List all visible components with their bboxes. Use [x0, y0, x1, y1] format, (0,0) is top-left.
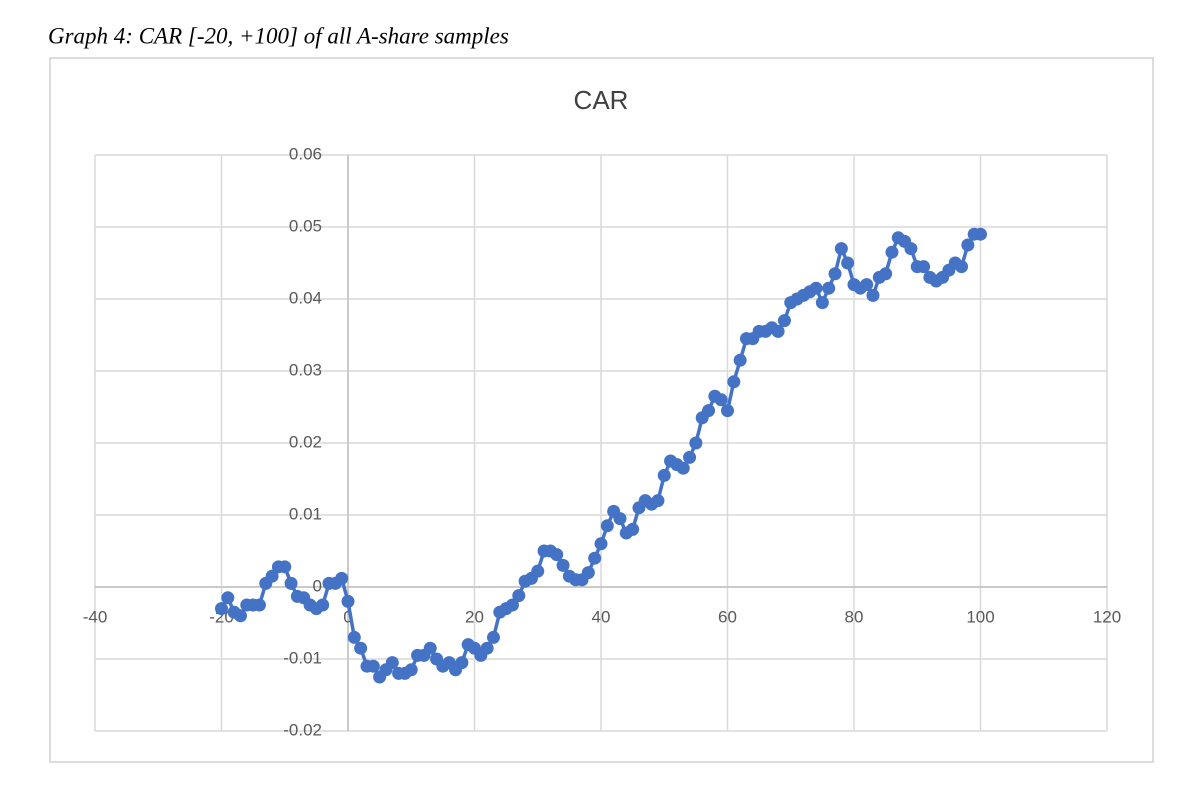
point: [866, 288, 880, 302]
point: [974, 227, 987, 241]
point: [955, 260, 969, 274]
point: [581, 566, 595, 580]
point: [486, 630, 500, 644]
point: [613, 512, 627, 526]
point: [689, 436, 703, 450]
point: [885, 245, 899, 259]
point: [233, 609, 247, 623]
y-tick-label: -0.01: [283, 648, 322, 667]
point: [252, 598, 266, 612]
point: [879, 267, 893, 281]
point: [455, 656, 469, 670]
point: [815, 296, 829, 310]
point: [512, 589, 526, 603]
point: [721, 404, 734, 418]
point: [385, 656, 399, 670]
point: [961, 238, 975, 252]
x-tick-label: 60: [718, 607, 737, 626]
point: [265, 569, 279, 583]
caption: Graph 4: CAR [-20, +100] of all A-share …: [48, 23, 509, 48]
y-tick-label: 0.06: [289, 144, 322, 163]
y-tick-label: 0.04: [289, 288, 322, 307]
point: [404, 663, 418, 677]
chart-title: CAR: [574, 85, 629, 115]
point: [341, 594, 355, 608]
point: [505, 598, 519, 612]
y-tick-label: -0.02: [283, 720, 322, 739]
point: [841, 256, 855, 270]
point: [480, 641, 494, 655]
x-tick-label: 100: [966, 607, 994, 626]
point: [531, 564, 545, 578]
point: [683, 450, 697, 464]
point: [727, 375, 741, 389]
point: [860, 278, 874, 292]
point: [822, 281, 836, 295]
point: [702, 404, 716, 418]
x-tick-label: 40: [592, 607, 611, 626]
x-tick-label: -40: [83, 607, 108, 626]
x-tick-label: 0: [343, 607, 352, 626]
point: [278, 560, 292, 574]
point: [215, 602, 228, 616]
point: [626, 522, 640, 536]
point: [828, 267, 842, 281]
point: [733, 353, 747, 367]
point: [771, 324, 785, 338]
point: [809, 281, 823, 295]
y-tick-label: 0.05: [289, 216, 322, 235]
point: [651, 494, 665, 508]
x-tick-label: 20: [465, 607, 484, 626]
point: [834, 242, 848, 256]
point: [777, 314, 791, 328]
x-tick-label: -20: [209, 607, 234, 626]
point: [657, 468, 671, 482]
x-tick-label: 80: [845, 607, 864, 626]
point: [354, 641, 368, 655]
y-tick-label: 0.03: [289, 360, 322, 379]
point: [550, 548, 564, 562]
point: [588, 551, 602, 565]
y-tick-label: 0.01: [289, 504, 322, 523]
x-tick-label: 120: [1093, 607, 1121, 626]
point: [347, 630, 361, 644]
point: [221, 591, 235, 605]
point: [423, 641, 437, 655]
point: [904, 242, 918, 256]
point: [594, 537, 608, 551]
point: [676, 461, 690, 475]
y-tick-label: 0.02: [289, 432, 322, 451]
point: [366, 659, 380, 673]
point: [335, 571, 349, 585]
point: [600, 519, 614, 533]
y-tick-label: 0: [313, 576, 322, 595]
point: [714, 393, 728, 407]
point: [316, 598, 330, 612]
point: [556, 558, 570, 572]
point: [284, 576, 298, 590]
point: [917, 260, 931, 274]
